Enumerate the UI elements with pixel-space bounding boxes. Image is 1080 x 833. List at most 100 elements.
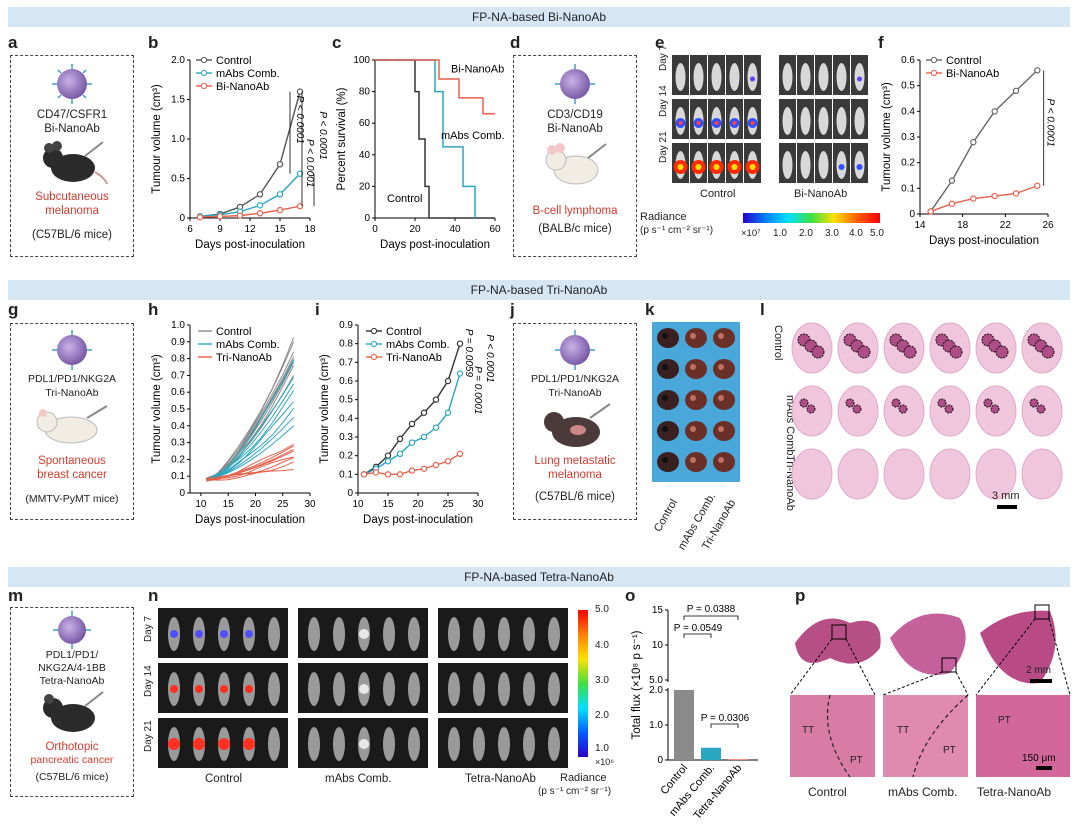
x-tick-label: 15 <box>382 499 394 510</box>
panel-j-line1: PDL1/PD1/NKG2A <box>530 373 620 385</box>
panel-m-line1: PDL1/PD1/ <box>45 649 99 661</box>
data-point <box>456 370 464 377</box>
x-tick-label: 9 <box>217 224 223 235</box>
tumor-nodule <box>806 404 816 414</box>
mouse-body <box>800 63 811 91</box>
mouse-body <box>268 617 280 651</box>
panel-e-row-label: Day 14 <box>658 85 669 117</box>
panel-n-row-label: Day 7 <box>143 615 154 642</box>
y-axis-label: Tumour volume (cm³) <box>151 84 163 194</box>
signal-core <box>713 164 720 170</box>
lung-spot <box>718 395 724 401</box>
x-tick-label: 22 <box>1000 220 1012 231</box>
tumor-nodule <box>852 404 862 414</box>
trajectory-line <box>206 468 294 481</box>
mouse-body <box>473 617 485 651</box>
y-tick-label: 0.5 <box>171 174 185 185</box>
panel-p-label: PT <box>998 715 1011 726</box>
lung-spot <box>718 457 724 463</box>
x-tick-label: 10 <box>352 499 364 510</box>
y-tick-label: 0.7 <box>339 357 353 368</box>
signal-core <box>750 121 755 125</box>
panel-letter-h: h <box>148 300 159 319</box>
mouse-body <box>523 672 535 706</box>
panel-p-label: PT <box>850 755 863 766</box>
panel-d-box: CD3/CD19 Bi-NanoAb B-cell lymphoma (BALB… <box>513 55 637 257</box>
x-tick-label: 20 <box>409 224 421 235</box>
mouse-body <box>548 672 560 706</box>
pancreas-section <box>980 610 1056 684</box>
nanoparticle-icon <box>555 64 595 104</box>
lung-sample <box>713 328 735 348</box>
mouse-body <box>854 107 865 135</box>
zoom-line <box>845 638 876 696</box>
legend-marker <box>200 82 208 90</box>
panel-m-disease1: Orthotopic <box>45 741 99 753</box>
y-tick-label: 1.0 <box>171 134 185 145</box>
y-tick-label: 0.5 <box>339 395 353 406</box>
panel-m-line2: NKG2A/4-1BB <box>38 662 106 674</box>
panel-e-row-label: Day 7 <box>658 44 669 71</box>
y-tick-label: 0.6 <box>901 55 915 66</box>
signal-blob <box>245 685 253 693</box>
p-value-label: P < 0.0001 <box>294 96 305 144</box>
y-tick-label: 0.8 <box>171 354 185 365</box>
panel-j-disease1: Lung metastatic <box>534 455 616 467</box>
legend-marker <box>200 56 208 64</box>
bar-mabs-comb- <box>701 747 721 760</box>
lung-section <box>929 448 971 500</box>
panel-n-tick: 2.0 <box>595 710 609 721</box>
legend-label: Bi-NanoAb <box>946 68 999 80</box>
mouse-body <box>268 672 280 706</box>
panel-l-scale: 3 mm <box>992 490 1020 502</box>
data-point <box>196 214 204 221</box>
y-tick-label: 1.5 <box>171 95 185 106</box>
panel-k-lung-photo <box>652 322 740 482</box>
legend-label: mAbs Comb. <box>386 339 450 351</box>
signal-core <box>749 164 756 170</box>
panel-a-disease1: Subcutaneous <box>35 191 109 203</box>
y-tick-label: 0 <box>347 488 353 499</box>
panel-e-tick: 2.0 <box>799 228 813 239</box>
mouse-body <box>308 617 320 651</box>
panel-e-tick: 5.0 <box>870 228 884 239</box>
x-tick-label: 26 <box>1042 220 1054 231</box>
lung-sample <box>685 421 707 441</box>
lung-spot <box>690 364 696 370</box>
data-point <box>384 458 392 465</box>
data-point <box>216 213 224 220</box>
signal-core <box>714 121 719 125</box>
mouse-body <box>448 617 460 651</box>
legend-label: Tri-NanoAb <box>216 352 272 364</box>
lung-spot <box>662 364 668 370</box>
y-tick-label: 0.6 <box>339 376 353 387</box>
p-value-label: P = 0.0549 <box>674 623 723 634</box>
panel-g-line2: Tri-NanoAb <box>45 387 99 399</box>
bar-tetra-nanoab <box>728 759 748 760</box>
panel-n-scale-mult: ×10⁶ <box>595 757 614 767</box>
lung-sample <box>657 390 679 410</box>
panel-j-model: (C57BL/6 mice) <box>535 491 615 503</box>
nanoparticle-icon <box>555 330 595 370</box>
zoom-line <box>882 671 943 696</box>
lung-sample <box>657 328 679 348</box>
trajectory-line <box>206 376 295 480</box>
p-value-label: P = 0.0388 <box>687 604 736 615</box>
x-axis-label: Days post-inoculation <box>363 514 473 526</box>
lung-sample <box>713 452 735 472</box>
panel-e: Day 7 Day 14 Day 21 Control Bi-NanoAb <box>658 45 872 273</box>
panel-letter-b: b <box>148 33 159 52</box>
mouse-body <box>693 63 704 91</box>
y-tick-label: 0.2 <box>339 451 353 462</box>
bar-control <box>674 690 694 760</box>
legend-marker <box>200 69 208 77</box>
signal-blob <box>220 630 228 638</box>
x-tick-label: 12 <box>244 224 256 235</box>
legend-label: Control <box>386 326 421 338</box>
panel-letter-l: l <box>760 300 765 319</box>
tumor-nodule <box>903 345 917 359</box>
series-line-control <box>199 91 301 218</box>
x-tick-label: 30 <box>472 499 484 510</box>
mouse-body <box>782 107 793 135</box>
y-axis-label: Tumour volume (cm³) <box>319 354 331 464</box>
